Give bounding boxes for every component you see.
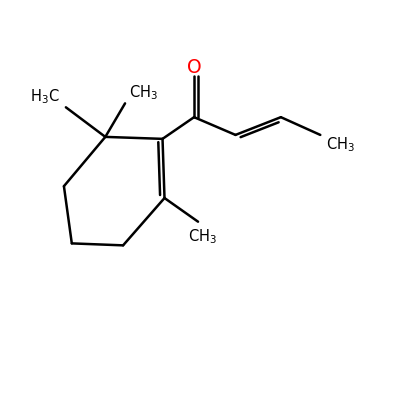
Text: O: O — [187, 58, 201, 76]
Text: CH$_3$: CH$_3$ — [129, 83, 158, 102]
Text: CH$_3$: CH$_3$ — [326, 136, 355, 154]
Text: H$_3$C: H$_3$C — [30, 87, 60, 106]
Text: CH$_3$: CH$_3$ — [188, 227, 217, 246]
